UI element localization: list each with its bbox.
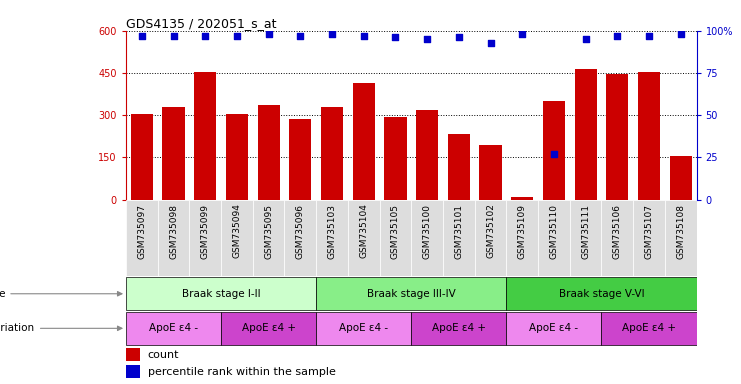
Text: count: count [147, 349, 179, 359]
Text: disease state: disease state [0, 289, 122, 299]
Bar [158, 200, 190, 276]
Text: GSM735107: GSM735107 [645, 204, 654, 258]
Text: GSM735104: GSM735104 [359, 204, 368, 258]
Bar [602, 200, 633, 276]
Point [579, 36, 591, 42]
Text: Braak stage V-VI: Braak stage V-VI [559, 289, 644, 299]
Bar [538, 200, 570, 276]
Text: GSM735096: GSM735096 [296, 204, 305, 258]
Bar [665, 200, 697, 276]
Bar [511, 197, 534, 200]
Point [262, 31, 274, 37]
Bar [258, 105, 279, 200]
Text: GSM735095: GSM735095 [264, 204, 273, 258]
Bar [411, 312, 506, 345]
Bar [321, 107, 343, 200]
Bar [221, 312, 316, 345]
Bar [285, 200, 316, 276]
Text: GSM735100: GSM735100 [422, 204, 431, 258]
Bar [353, 83, 375, 200]
Bar [416, 109, 438, 200]
Bar [316, 312, 411, 345]
Bar [348, 200, 379, 276]
Text: GSM735099: GSM735099 [201, 204, 210, 258]
Bar [126, 200, 158, 276]
Text: Braak stage III-IV: Braak stage III-IV [367, 289, 456, 299]
Bar [190, 200, 221, 276]
Text: GSM735109: GSM735109 [518, 204, 527, 258]
Point [294, 33, 306, 39]
Bar [126, 365, 140, 379]
Bar [379, 200, 411, 276]
Bar [638, 71, 660, 200]
Bar [506, 312, 602, 345]
Point [167, 33, 179, 39]
Text: ApoE ε4 +: ApoE ε4 + [622, 323, 676, 333]
Text: GSM735106: GSM735106 [613, 204, 622, 258]
Text: ApoE ε4 +: ApoE ε4 + [242, 323, 296, 333]
Bar [316, 277, 506, 310]
Text: Braak stage I-II: Braak stage I-II [182, 289, 260, 299]
Point [326, 31, 338, 37]
Text: ApoE ε4 -: ApoE ε4 - [529, 323, 579, 333]
Bar [602, 312, 697, 345]
Bar [126, 277, 316, 310]
Text: percentile rank within the sample: percentile rank within the sample [147, 367, 336, 377]
Point [231, 33, 243, 39]
Point [453, 35, 465, 41]
Text: GSM735103: GSM735103 [328, 204, 336, 258]
Bar [574, 69, 597, 200]
Point [516, 31, 528, 37]
Bar [606, 74, 628, 200]
Text: ApoE ε4 +: ApoE ε4 + [432, 323, 486, 333]
Text: GSM735108: GSM735108 [677, 204, 685, 258]
Point [611, 33, 623, 39]
Text: GSM735105: GSM735105 [391, 204, 400, 258]
Text: GSM735094: GSM735094 [233, 204, 242, 258]
Bar [221, 200, 253, 276]
Text: ApoE ε4 -: ApoE ε4 - [339, 323, 388, 333]
Bar [289, 119, 311, 200]
Bar [543, 101, 565, 200]
Point [421, 36, 433, 42]
Bar [194, 71, 216, 200]
Bar [226, 114, 248, 200]
Text: GSM735110: GSM735110 [549, 204, 559, 258]
Bar [126, 348, 140, 361]
Bar [126, 312, 221, 345]
Text: GDS4135 / 202051_s_at: GDS4135 / 202051_s_at [126, 17, 276, 30]
Bar [448, 134, 470, 200]
Text: GSM735102: GSM735102 [486, 204, 495, 258]
Bar [385, 117, 407, 200]
Point [548, 151, 559, 157]
Bar [443, 200, 475, 276]
Bar [570, 200, 602, 276]
Point [199, 33, 211, 39]
Text: genotype/variation: genotype/variation [0, 323, 122, 333]
Point [358, 33, 370, 39]
Bar [162, 107, 185, 200]
Bar [253, 200, 285, 276]
Bar [633, 200, 665, 276]
Point [390, 35, 402, 41]
Bar [475, 200, 506, 276]
Point [643, 33, 655, 39]
Bar [316, 200, 348, 276]
Point [485, 40, 496, 46]
Text: GSM735097: GSM735097 [137, 204, 146, 258]
Bar [479, 145, 502, 200]
Point [675, 31, 687, 37]
Bar [130, 114, 153, 200]
Text: GSM735098: GSM735098 [169, 204, 178, 258]
Point [136, 33, 147, 39]
Text: GSM735111: GSM735111 [581, 204, 590, 258]
Bar [670, 156, 692, 200]
Bar [506, 200, 538, 276]
Bar [411, 200, 443, 276]
Text: ApoE ε4 -: ApoE ε4 - [149, 323, 198, 333]
Bar [506, 277, 697, 310]
Text: GSM735101: GSM735101 [454, 204, 463, 258]
